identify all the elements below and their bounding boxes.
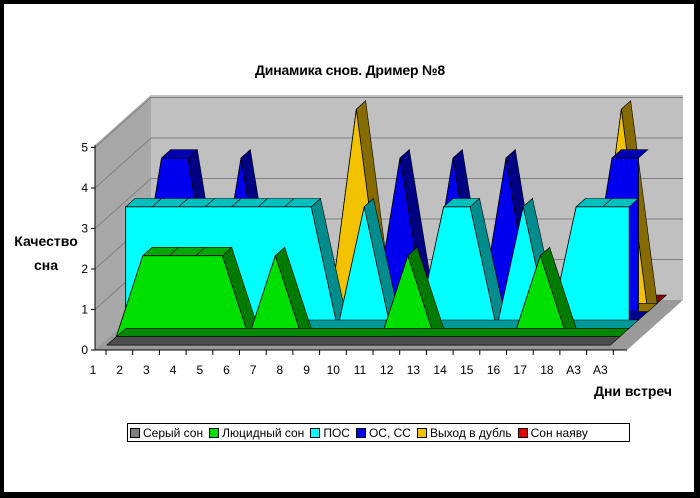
legend-item-double-exit: Выход в дубль xyxy=(416,425,512,440)
y-tick-label: 2 xyxy=(81,262,88,276)
x-tick-label: 15 xyxy=(460,363,474,377)
y-tick-label: 4 xyxy=(81,181,88,195)
gridline xyxy=(94,137,683,189)
x-tick-label: 7 xyxy=(250,363,257,377)
legend-swatch xyxy=(517,427,528,438)
x-tick-label: 11 xyxy=(354,363,367,377)
legend-label: Люцидный сон xyxy=(222,425,305,440)
series-0 xyxy=(106,336,621,346)
legend-swatch xyxy=(310,427,321,438)
x-tick-label: 1 xyxy=(90,363,97,377)
x-tick-label: 2 xyxy=(116,363,123,377)
series-layer xyxy=(106,100,668,346)
y-tick-label: 5 xyxy=(81,141,88,155)
series-base xyxy=(115,328,630,337)
chart-legend: Серый сон Люцидный сон ПОС ОС, СС Выход … xyxy=(127,423,630,442)
legend-label: ПОС xyxy=(323,425,350,440)
legend-item-pos: ПОС xyxy=(310,426,350,440)
x-tick-label: А3 xyxy=(593,363,608,377)
legend-label: ОС, СС xyxy=(368,425,411,440)
x-tick-label: 18 xyxy=(540,363,554,377)
y-axis-label-text: Качество сна xyxy=(14,233,78,273)
x-tick-label: 4 xyxy=(170,363,177,377)
gridline xyxy=(94,97,683,148)
y-tick-label: 0 xyxy=(81,343,88,357)
x-tick-label: 10 xyxy=(327,363,341,377)
legend-swatch xyxy=(355,427,366,438)
x-tick-label: 8 xyxy=(277,363,284,377)
x-tick-label: 16 xyxy=(487,363,501,377)
x-tick-label: 6 xyxy=(223,363,230,377)
x-tick-label: 9 xyxy=(303,363,310,377)
x-tick-label: 5 xyxy=(196,363,203,377)
legend-label: Сон наяву xyxy=(530,425,588,440)
x-axis-label: Дни встреч xyxy=(594,383,672,399)
y-axis-label: Качество сна xyxy=(14,229,78,277)
legend-swatch xyxy=(416,427,427,438)
chart-title: Динамика снов. Дример №8 xyxy=(255,62,445,78)
legend-item-daydream: Сон наяву xyxy=(517,425,588,440)
series-base xyxy=(106,336,621,346)
legend-item-os-ss: ОС, СС xyxy=(355,425,411,440)
legend-swatch xyxy=(130,427,140,438)
legend-item-lucid-dream: Люцидный сон xyxy=(209,426,304,440)
x-tick-label: 14 xyxy=(433,363,447,377)
x-tick-label: 3 xyxy=(143,363,150,377)
legend-item-gray-sleep: Серый сон xyxy=(130,426,203,440)
legend-label: Выход в дубль xyxy=(429,425,512,440)
y-tick-label: 1 xyxy=(81,303,88,317)
x-tick-label: 13 xyxy=(407,363,421,377)
legend-label: Серый сон xyxy=(143,425,204,440)
x-tick-label: 17 xyxy=(514,363,528,377)
series-1 xyxy=(115,246,630,338)
y-tick-label: 3 xyxy=(81,222,88,236)
legend-swatch xyxy=(209,427,220,438)
x-tick-label: А3 xyxy=(566,363,581,377)
x-tick-label: 12 xyxy=(380,363,394,377)
